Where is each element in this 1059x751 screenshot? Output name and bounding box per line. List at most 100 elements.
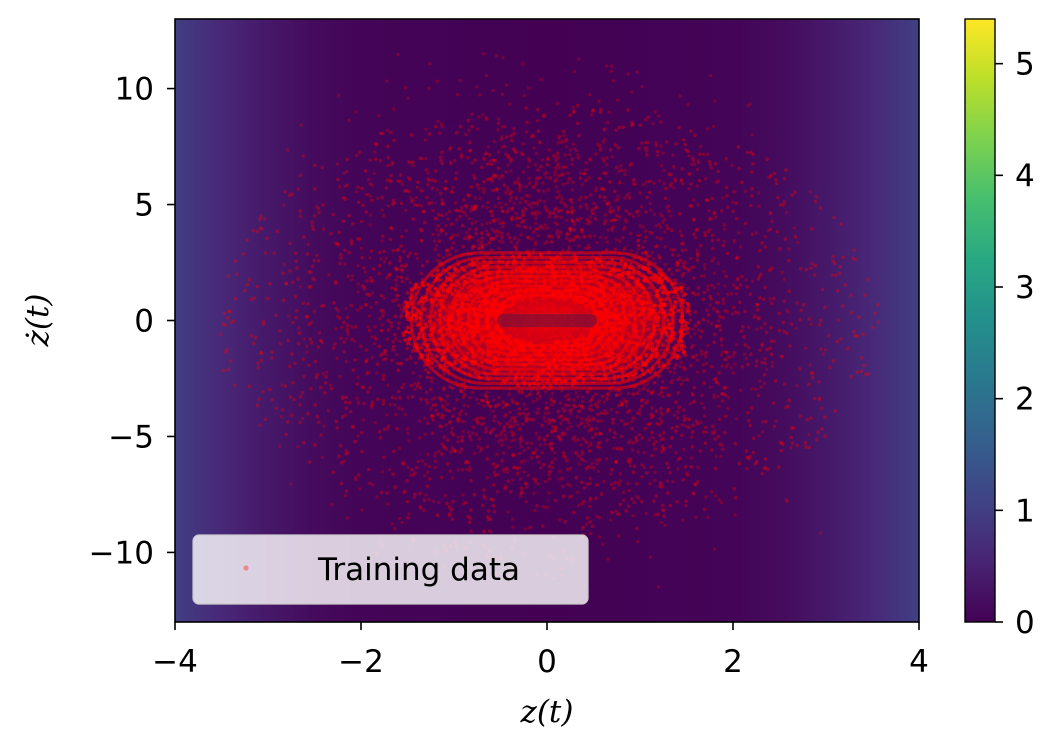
data-point [514, 401, 518, 405]
data-point [717, 261, 721, 265]
data-point [740, 364, 745, 369]
data-point [374, 336, 378, 341]
data-point [669, 172, 673, 177]
data-point [723, 284, 727, 288]
data-point [702, 290, 707, 295]
data-point [424, 157, 428, 161]
data-point [455, 130, 459, 135]
data-point [524, 485, 529, 489]
data-point [301, 301, 305, 306]
data-point [391, 299, 395, 303]
data-point [622, 248, 626, 252]
data-point [535, 202, 539, 207]
data-point [731, 354, 735, 358]
data-point [254, 335, 258, 340]
data-point [609, 64, 613, 68]
data-point [633, 182, 637, 187]
data-point [608, 518, 613, 522]
data-point [752, 315, 756, 320]
data-point [505, 276, 510, 281]
data-point [786, 404, 790, 409]
data-point [336, 309, 340, 313]
data-point [649, 391, 654, 395]
data-point [585, 390, 590, 394]
data-point [662, 508, 666, 512]
data-point [509, 196, 514, 200]
data-point [440, 124, 444, 129]
data-point [489, 237, 493, 242]
data-point [478, 93, 482, 97]
data-point [734, 342, 739, 347]
data-point [512, 132, 516, 136]
data-point [524, 500, 528, 504]
data-point [668, 503, 672, 508]
data-point [732, 305, 736, 310]
data-point [392, 107, 396, 111]
data-point [729, 292, 734, 296]
data-point [457, 147, 462, 151]
data-point [720, 343, 724, 347]
data-point [296, 341, 301, 346]
data-point [590, 208, 594, 213]
data-point [674, 142, 678, 146]
data-point [542, 113, 546, 117]
data-point [468, 149, 472, 153]
data-point [424, 398, 429, 402]
data-point [362, 285, 367, 289]
data-point [625, 298, 630, 303]
data-point [594, 293, 598, 298]
data-point [713, 215, 718, 219]
data-point [532, 201, 536, 206]
data-point [526, 202, 531, 207]
data-point [690, 266, 694, 270]
data-point [404, 208, 408, 213]
data-point [531, 400, 535, 404]
data-point [502, 144, 507, 149]
data-point [390, 522, 394, 526]
data-point [561, 406, 565, 411]
data-point [639, 398, 644, 403]
data-point [310, 264, 315, 269]
data-point [807, 433, 811, 437]
data-point [233, 259, 238, 263]
data-point [571, 403, 576, 408]
data-point [579, 404, 584, 409]
data-point [433, 396, 437, 400]
data-point [370, 291, 375, 295]
data-point [309, 270, 313, 275]
data-point [789, 446, 793, 450]
data-point [650, 453, 654, 458]
data-point [583, 363, 587, 367]
data-point [394, 298, 399, 302]
data-point [721, 350, 725, 354]
data-point [443, 445, 447, 449]
data-point [717, 314, 721, 318]
data-point [617, 125, 622, 130]
data-point [496, 402, 501, 407]
data-point [669, 181, 674, 186]
data-point [448, 209, 452, 214]
data-point [476, 401, 481, 406]
data-point [613, 247, 617, 252]
data-point [662, 430, 666, 435]
data-point [509, 240, 513, 244]
data-point [460, 468, 464, 472]
data-point [660, 394, 665, 398]
data-point [562, 273, 567, 278]
data-point [541, 505, 546, 509]
data-point [391, 248, 396, 253]
data-point [306, 411, 310, 416]
data-point [611, 208, 615, 213]
data-point [470, 390, 474, 394]
data-point [703, 263, 707, 267]
data-point [461, 430, 465, 434]
data-point [566, 209, 570, 213]
data-point [598, 147, 603, 152]
data-point [553, 179, 557, 183]
data-point [544, 170, 549, 175]
data-point [600, 186, 604, 191]
data-point [319, 338, 323, 343]
data-point [626, 72, 630, 76]
data-point [385, 128, 389, 133]
data-point [523, 481, 528, 486]
